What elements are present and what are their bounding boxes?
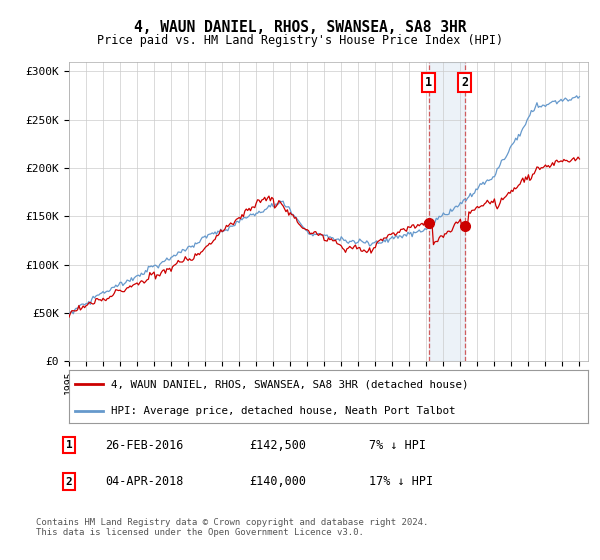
Text: 2: 2 (461, 76, 469, 90)
Text: £140,000: £140,000 (249, 475, 306, 488)
Text: 7% ↓ HPI: 7% ↓ HPI (369, 438, 426, 452)
Text: HPI: Average price, detached house, Neath Port Talbot: HPI: Average price, detached house, Neat… (110, 406, 455, 416)
Bar (429, 62, 465, 361)
Text: 26-FEB-2016: 26-FEB-2016 (105, 438, 184, 452)
Text: 1: 1 (65, 440, 73, 450)
Text: 4, WAUN DANIEL, RHOS, SWANSEA, SA8 3HR: 4, WAUN DANIEL, RHOS, SWANSEA, SA8 3HR (134, 20, 466, 35)
Text: Contains HM Land Registry data © Crown copyright and database right 2024.
This d: Contains HM Land Registry data © Crown c… (36, 518, 428, 538)
Text: Price paid vs. HM Land Registry's House Price Index (HPI): Price paid vs. HM Land Registry's House … (97, 34, 503, 46)
Text: 04-APR-2018: 04-APR-2018 (105, 475, 184, 488)
Text: £142,500: £142,500 (249, 438, 306, 452)
Text: 2: 2 (65, 477, 73, 487)
Text: 1: 1 (425, 76, 433, 90)
Text: 17% ↓ HPI: 17% ↓ HPI (369, 475, 433, 488)
Text: 4, WAUN DANIEL, RHOS, SWANSEA, SA8 3HR (detached house): 4, WAUN DANIEL, RHOS, SWANSEA, SA8 3HR (… (110, 380, 468, 390)
